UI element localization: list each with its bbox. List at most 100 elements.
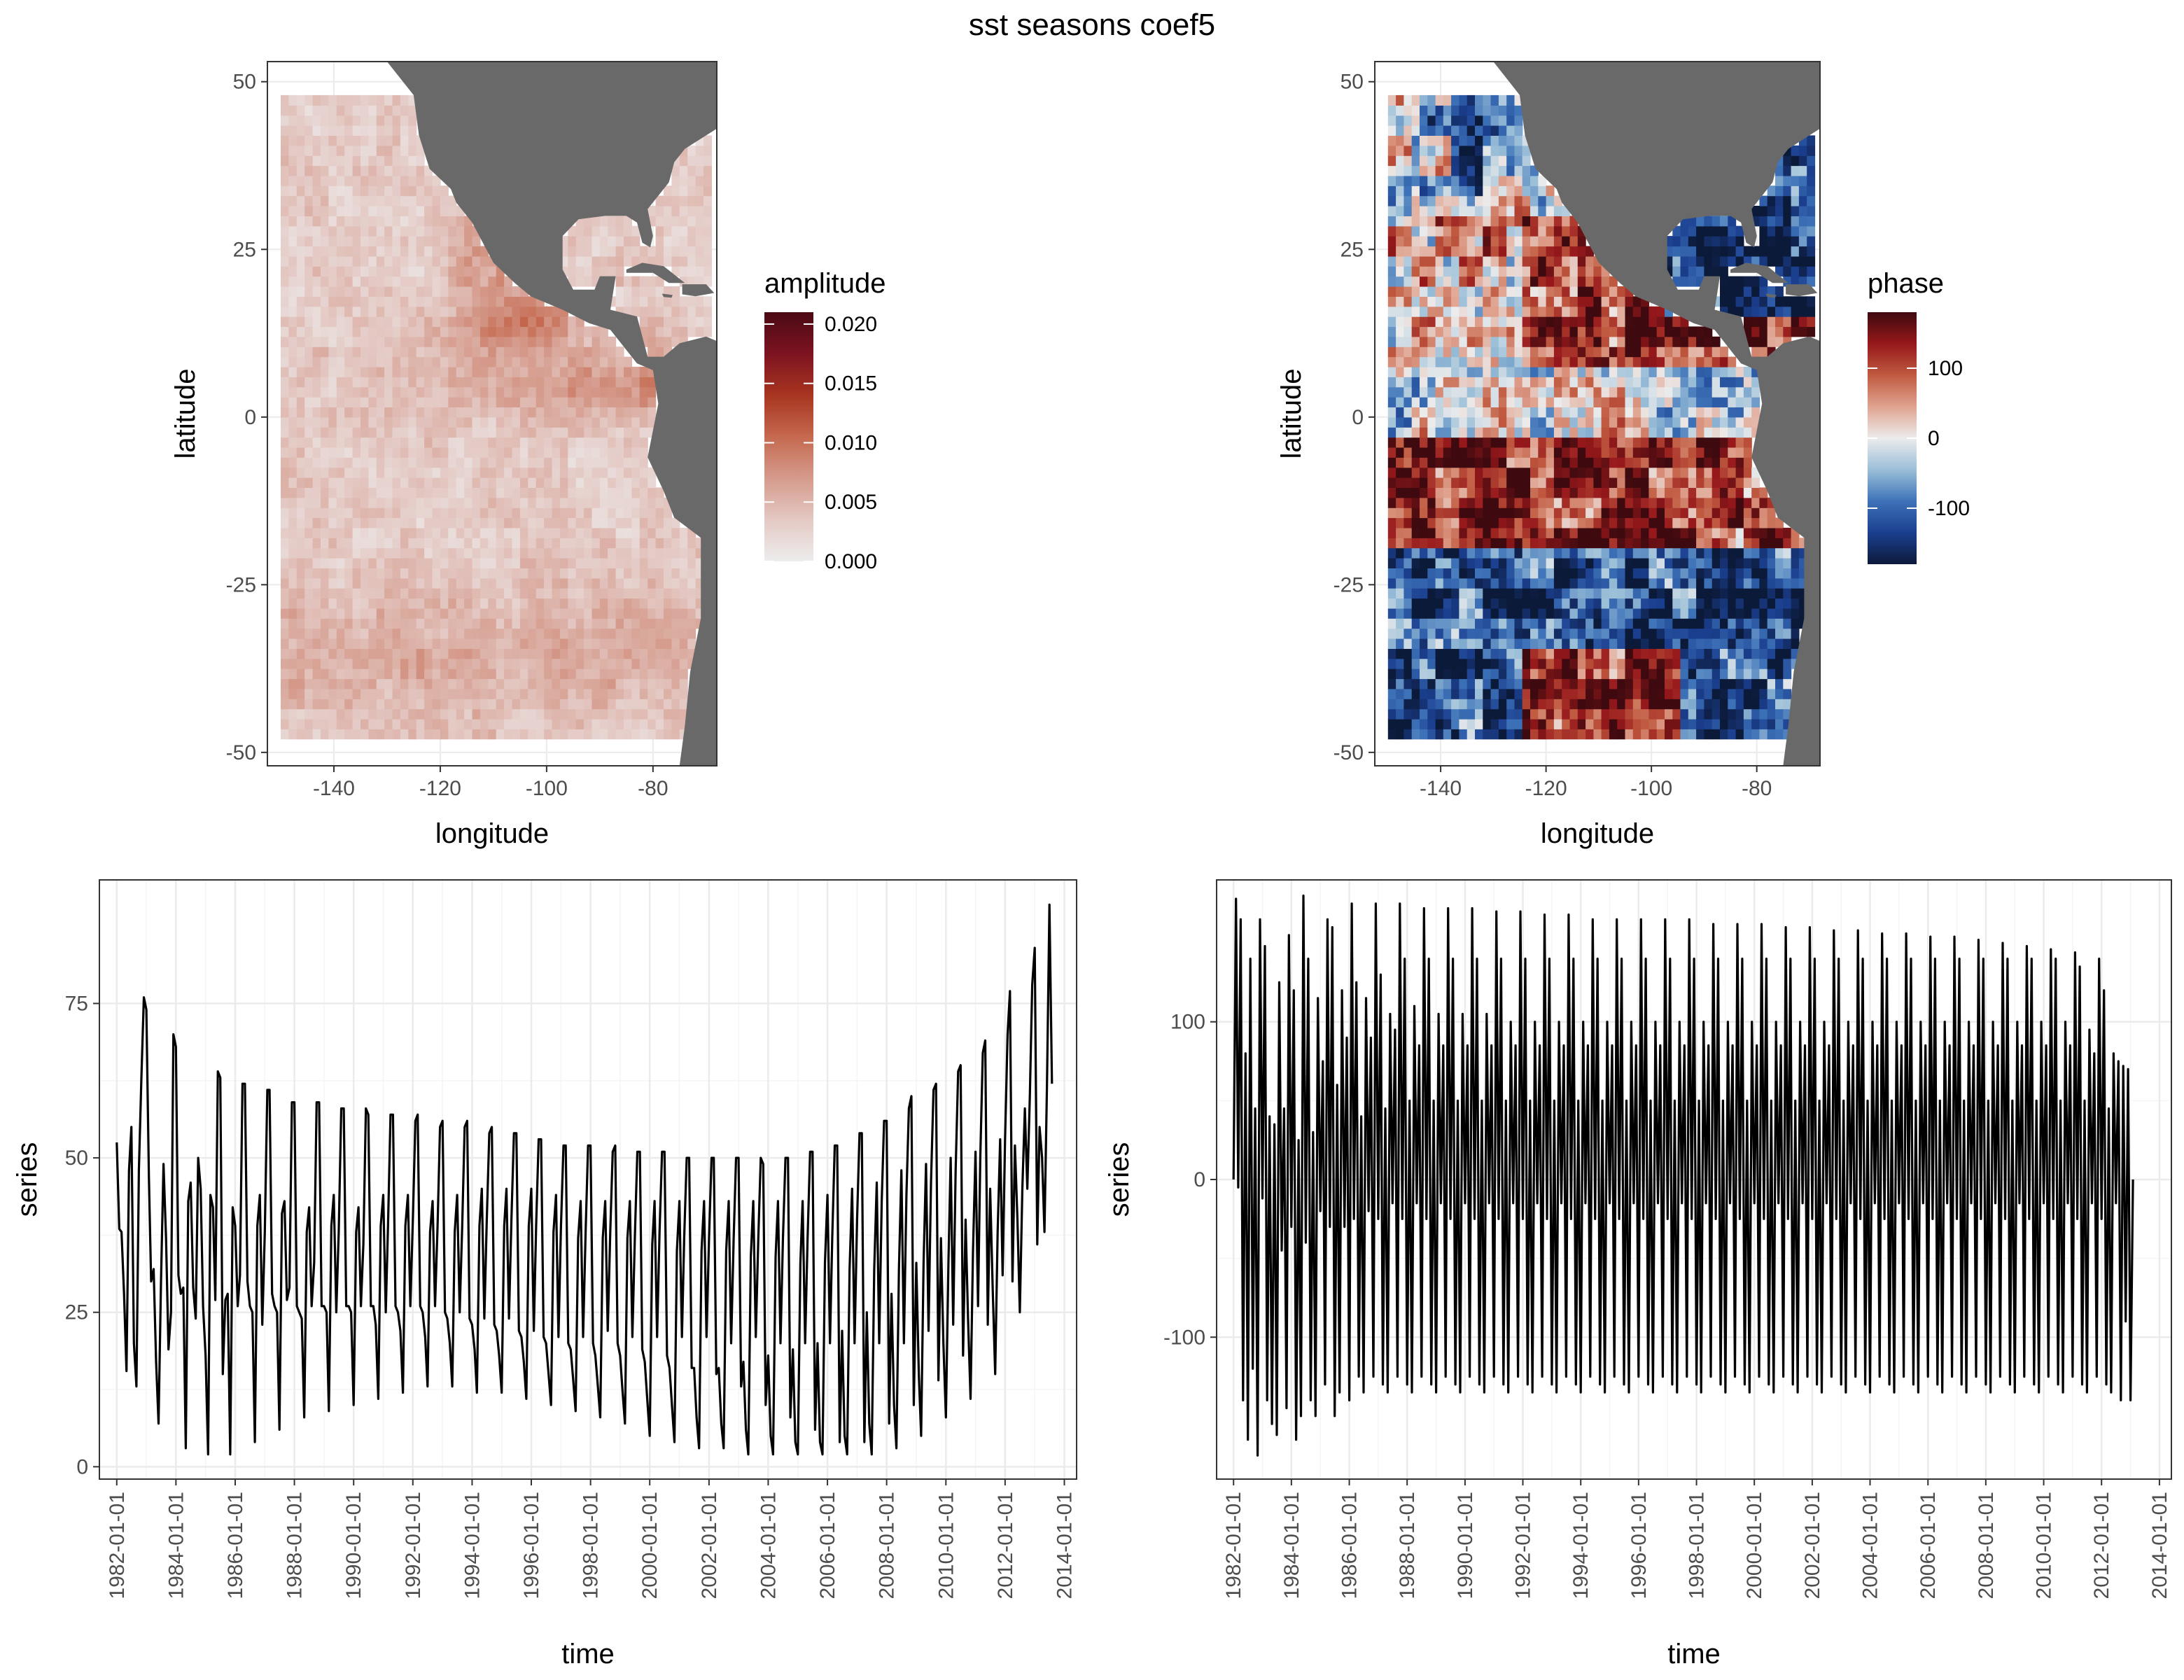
heatmap-cell — [1641, 578, 1649, 589]
heatmap-cell — [671, 296, 680, 307]
heatmap-cell — [432, 517, 441, 528]
heatmap-cell — [1522, 186, 1531, 197]
heatmap-cell — [352, 538, 361, 549]
heatmap-cell — [328, 718, 337, 729]
heatmap-cell — [1498, 678, 1507, 690]
heatmap-cell — [360, 457, 369, 468]
heatmap-cell — [704, 326, 712, 337]
heatmap-cell — [1577, 648, 1586, 659]
heatmap-cell — [1632, 336, 1642, 347]
heatmap-cell — [400, 356, 409, 368]
heatmap-cell — [1680, 437, 1689, 448]
heatmap-cell — [1443, 336, 1452, 347]
heatmap-cell — [1483, 678, 1492, 690]
heatmap-cell — [1522, 527, 1531, 538]
heatmap-cell — [1451, 668, 1460, 680]
heatmap-cell — [496, 377, 505, 388]
heatmap-cell — [352, 699, 361, 710]
heatmap-cell — [544, 628, 553, 639]
heatmap-cell — [288, 306, 298, 317]
heatmap-cell — [1459, 558, 1468, 568]
heatmap-cell — [408, 236, 417, 247]
heatmap-cell — [1443, 255, 1452, 267]
heatmap-cell — [352, 487, 361, 498]
heatmap-cell — [671, 195, 680, 206]
heatmap-cell — [1672, 598, 1681, 609]
heatmap-cell — [1443, 447, 1452, 458]
heatmap-cell — [1475, 105, 1483, 116]
heatmap-cell — [281, 306, 289, 317]
heatmap-cell — [1632, 628, 1642, 639]
heatmap-cell — [1475, 356, 1483, 368]
heatmap-cell — [424, 578, 433, 589]
heatmap-cell — [1427, 477, 1436, 488]
heatmap-cell — [336, 125, 345, 136]
heatmap-cell — [559, 457, 568, 468]
heatmap-cell — [432, 276, 441, 287]
heatmap-cell — [432, 568, 441, 579]
heatmap-cell — [321, 699, 329, 710]
heatmap-cell — [1625, 538, 1634, 549]
heatmap-cell — [1617, 699, 1626, 710]
heatmap-cell — [536, 688, 545, 699]
heatmap-cell — [344, 356, 354, 368]
heatmap-cell — [1530, 386, 1539, 398]
heatmap-cell — [1672, 336, 1681, 347]
heatmap-cell — [344, 558, 354, 568]
heatmap-cell — [312, 487, 321, 498]
heatmap-cell — [384, 718, 393, 729]
heatmap-cell — [368, 155, 377, 167]
heatmap-cell — [1625, 366, 1634, 377]
heatmap-cell — [1427, 527, 1436, 538]
heatmap-cell — [1466, 105, 1476, 116]
heatmap-cell — [1490, 346, 1499, 358]
heatmap-cell — [344, 699, 354, 710]
heatmap-cell — [1435, 346, 1444, 358]
heatmap-cell — [456, 266, 465, 277]
heatmap-cell — [352, 195, 361, 206]
heatmap-cell — [304, 206, 314, 216]
heatmap-cell — [1490, 356, 1499, 368]
heatmap-cell — [679, 206, 688, 216]
heatmap-cell — [1530, 255, 1539, 267]
heatmap-cell — [624, 718, 632, 729]
heatmap-cell — [1569, 598, 1578, 609]
heatmap-cell — [352, 246, 361, 257]
heatmap-cell — [1404, 306, 1413, 317]
heatmap-cell — [424, 206, 433, 216]
heatmap-cell — [1656, 336, 1665, 347]
heatmap-cell — [464, 407, 473, 418]
heatmap-cell — [664, 246, 672, 257]
heatmap-cell — [575, 477, 584, 488]
heatmap-cell — [1514, 718, 1523, 729]
heatmap-cell — [1609, 668, 1618, 680]
legend-colorbar — [764, 312, 813, 561]
heatmap-cell — [552, 427, 561, 438]
heatmap-cell — [592, 216, 601, 227]
heatmap-cell — [488, 648, 497, 659]
heatmap-cell — [464, 708, 473, 720]
heatmap-cell — [1672, 648, 1681, 659]
heatmap-cell — [1466, 386, 1476, 398]
heatmap-cell — [1538, 316, 1547, 328]
heatmap-cell — [304, 467, 314, 478]
heatmap-cell — [1586, 527, 1594, 538]
heatmap-cell — [304, 145, 314, 156]
heatmap-cell — [1498, 94, 1507, 106]
heatmap-cell — [376, 276, 385, 287]
heatmap-cell — [488, 437, 497, 448]
heatmap-cell — [1396, 186, 1404, 197]
heatmap-cell — [408, 558, 417, 568]
heatmap-cell — [392, 628, 401, 639]
heatmap-cell — [1593, 255, 1602, 267]
heatmap-cell — [440, 668, 449, 680]
heatmap-cell — [464, 225, 473, 237]
heatmap-cell — [312, 658, 321, 669]
heatmap-cell — [648, 527, 657, 538]
heatmap-cell — [1404, 216, 1413, 227]
heatmap-cell — [519, 366, 528, 377]
heatmap-cell — [584, 377, 593, 388]
heatmap-cell — [1420, 578, 1428, 589]
heatmap-cell — [519, 638, 528, 649]
heatmap-cell — [496, 386, 505, 398]
